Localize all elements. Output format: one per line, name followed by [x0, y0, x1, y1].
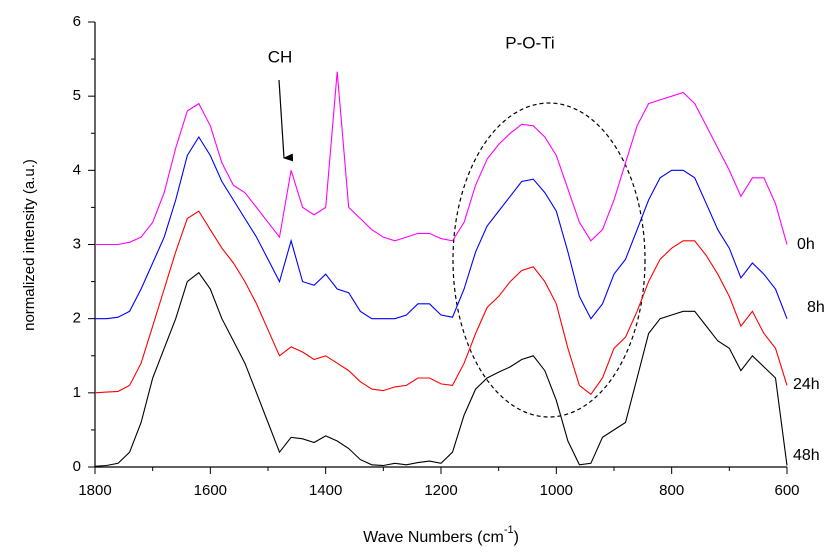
x-tick-label: 1600: [194, 482, 227, 499]
x-axis-label-sup: -1: [504, 524, 514, 536]
x-tick-label: 1400: [309, 482, 342, 499]
y-tick-label: 0: [73, 458, 81, 475]
y-tick-label: 1: [73, 384, 81, 401]
x-axis-label-end: ): [514, 529, 519, 546]
series-label: 8h: [807, 299, 825, 316]
y-tick-label: 6: [73, 13, 81, 30]
series-label: 0h: [797, 236, 815, 253]
x-tick-label: 800: [659, 482, 684, 499]
x-axis-label: Wave Numbers (cm-1): [363, 524, 519, 546]
x-tick-label: 600: [774, 482, 799, 499]
y-tick-label: 2: [73, 310, 81, 327]
x-tick-label: 1800: [78, 482, 111, 499]
series-label: 24h: [793, 376, 820, 393]
series-line: [94, 210, 788, 396]
y-tick-label: 4: [73, 161, 81, 178]
annotation: CH: [268, 47, 293, 66]
annotation-arrow: [278, 79, 294, 162]
annotation-ellipse: [452, 102, 646, 418]
x-tick-label: 1200: [424, 482, 457, 499]
series-label: 48h: [793, 447, 820, 464]
series-line: [94, 271, 788, 467]
x-axis-label-text: Wave Numbers (cm: [363, 529, 504, 546]
x-tick-label: 1000: [540, 482, 573, 499]
y-tick-label: 5: [73, 87, 81, 104]
annotation: P-O-Ti: [505, 33, 554, 52]
series-line: [95, 71, 788, 246]
series-line: [95, 135, 788, 320]
y-axis-label: normalized intensity (a.u.): [21, 159, 38, 331]
y-tick-label: 3: [73, 235, 81, 252]
